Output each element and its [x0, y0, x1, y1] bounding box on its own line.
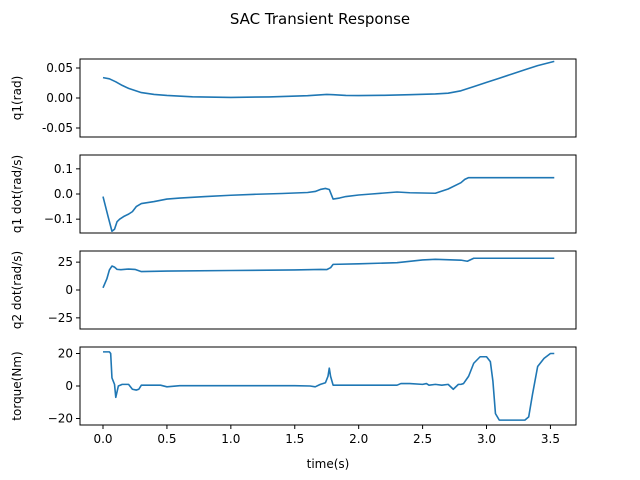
q1dot-series-line	[102, 176, 555, 233]
torque-y-tick-label: −20	[48, 412, 73, 426]
q2dot-y-tick-label: 25	[58, 255, 73, 269]
subplot-q1: -0.05 0.00 0.05 q1(rad)	[10, 58, 577, 138]
torque-y-tick-label: 20	[58, 347, 73, 361]
x-tick-label: 3.5	[541, 432, 560, 446]
subplot-q1dot: −0.1 0.0 0.1 q1 dot(rad/s)	[10, 154, 577, 234]
q1-y-axis-label: q1(rad)	[10, 76, 24, 121]
subplot-q2dot: −25 0 25 q2 dot(rad/s)	[10, 250, 577, 330]
q2dot-y-axis-label: q2 dot(rad/s)	[10, 251, 24, 329]
subplot-torque: −20 0 20 torque(Nm) 0.0 0.5 1.0 1.5 2.0 2.5 3.0 3.5	[10, 346, 577, 446]
q1dot-y-tick-label: −0.1	[44, 212, 73, 226]
chart-title: SAC Transient Response	[230, 10, 410, 28]
q1-series-line	[102, 60, 555, 99]
q1-y-tick-label: 0.00	[46, 91, 73, 105]
q2dot-series-line	[102, 257, 555, 289]
q1dot-y-axis-label: q1 dot(rad/s)	[10, 155, 24, 233]
q2dot-y-tick-label: −25	[48, 311, 73, 325]
x-tick-label: 3.0	[477, 432, 496, 446]
q1-y-tick-label: 0.05	[46, 61, 73, 75]
q1dot-y-tick-label: 0.1	[54, 162, 73, 176]
x-axis-label: time(s)	[307, 457, 350, 471]
torque-axes-frame	[79, 346, 577, 426]
q2dot-axes-frame	[79, 250, 577, 330]
x-tick-label: 2.5	[413, 432, 432, 446]
q1dot-axes-frame	[79, 154, 577, 234]
q1-y-tick-label: -0.05	[42, 121, 73, 135]
q1dot-y-tick-label: 0.0	[54, 187, 73, 201]
q2dot-y-tick-label: 0	[65, 283, 73, 297]
x-tick-label: 0.0	[93, 432, 112, 446]
torque-y-tick-label: 0	[65, 379, 73, 393]
torque-series-line	[103, 351, 555, 421]
x-tick-label: 1.5	[285, 432, 304, 446]
torque-y-axis-label: torque(Nm)	[10, 351, 24, 420]
x-tick-label: 1.0	[221, 432, 240, 446]
q1-axes-frame	[79, 58, 577, 138]
x-tick-label: 2.0	[349, 432, 368, 446]
x-tick-label: 0.5	[157, 432, 176, 446]
